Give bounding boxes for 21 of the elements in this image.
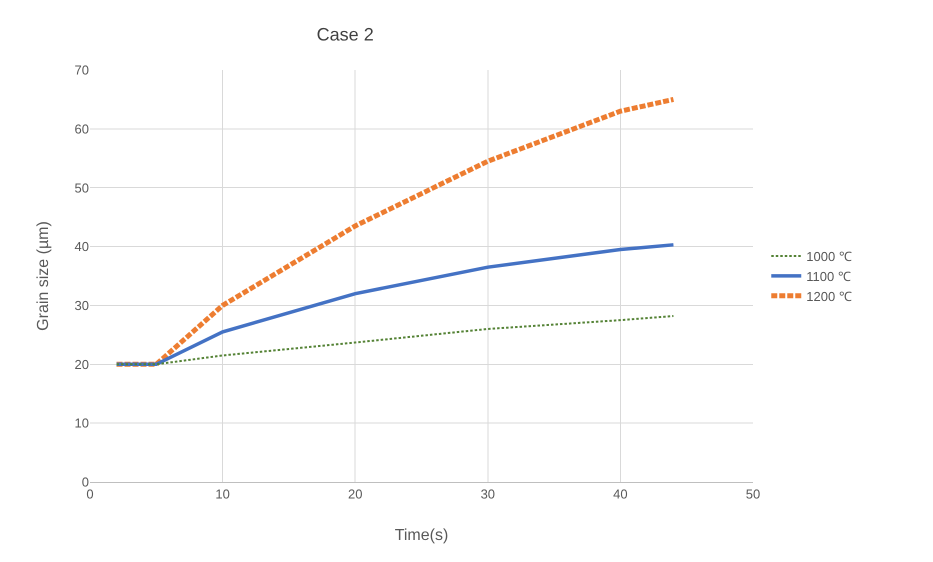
y-axis-title: Grain size (µm) [35,221,52,331]
x-axis-title: Time(s) [394,527,448,544]
y-tick-label: 0 [82,474,89,490]
y-tick-label: 20 [74,356,89,372]
y-tick-label: 30 [74,298,89,313]
line-series [116,315,674,366]
legend-label: 1100 ℃ [806,268,851,284]
y-tick-label: 60 [74,121,89,136]
y-tick-label: 10 [74,416,89,431]
y-tick-label: 50 [74,180,89,196]
legend-label: 1000 ℃ [806,249,852,264]
x-tick-label: 50 [746,486,760,502]
x-tick-label: 30 [480,486,496,502]
x-tick-label: 40 [613,486,628,502]
x-tick-label: 10 [215,486,230,502]
legend-label: 1200 ℃ [806,288,852,304]
y-tick-label: 40 [74,239,89,254]
chart-title: Case 2 [316,24,374,45]
x-tick-label: 20 [348,486,362,502]
line-series [114,243,676,366]
y-tick-label: 70 [74,62,89,78]
